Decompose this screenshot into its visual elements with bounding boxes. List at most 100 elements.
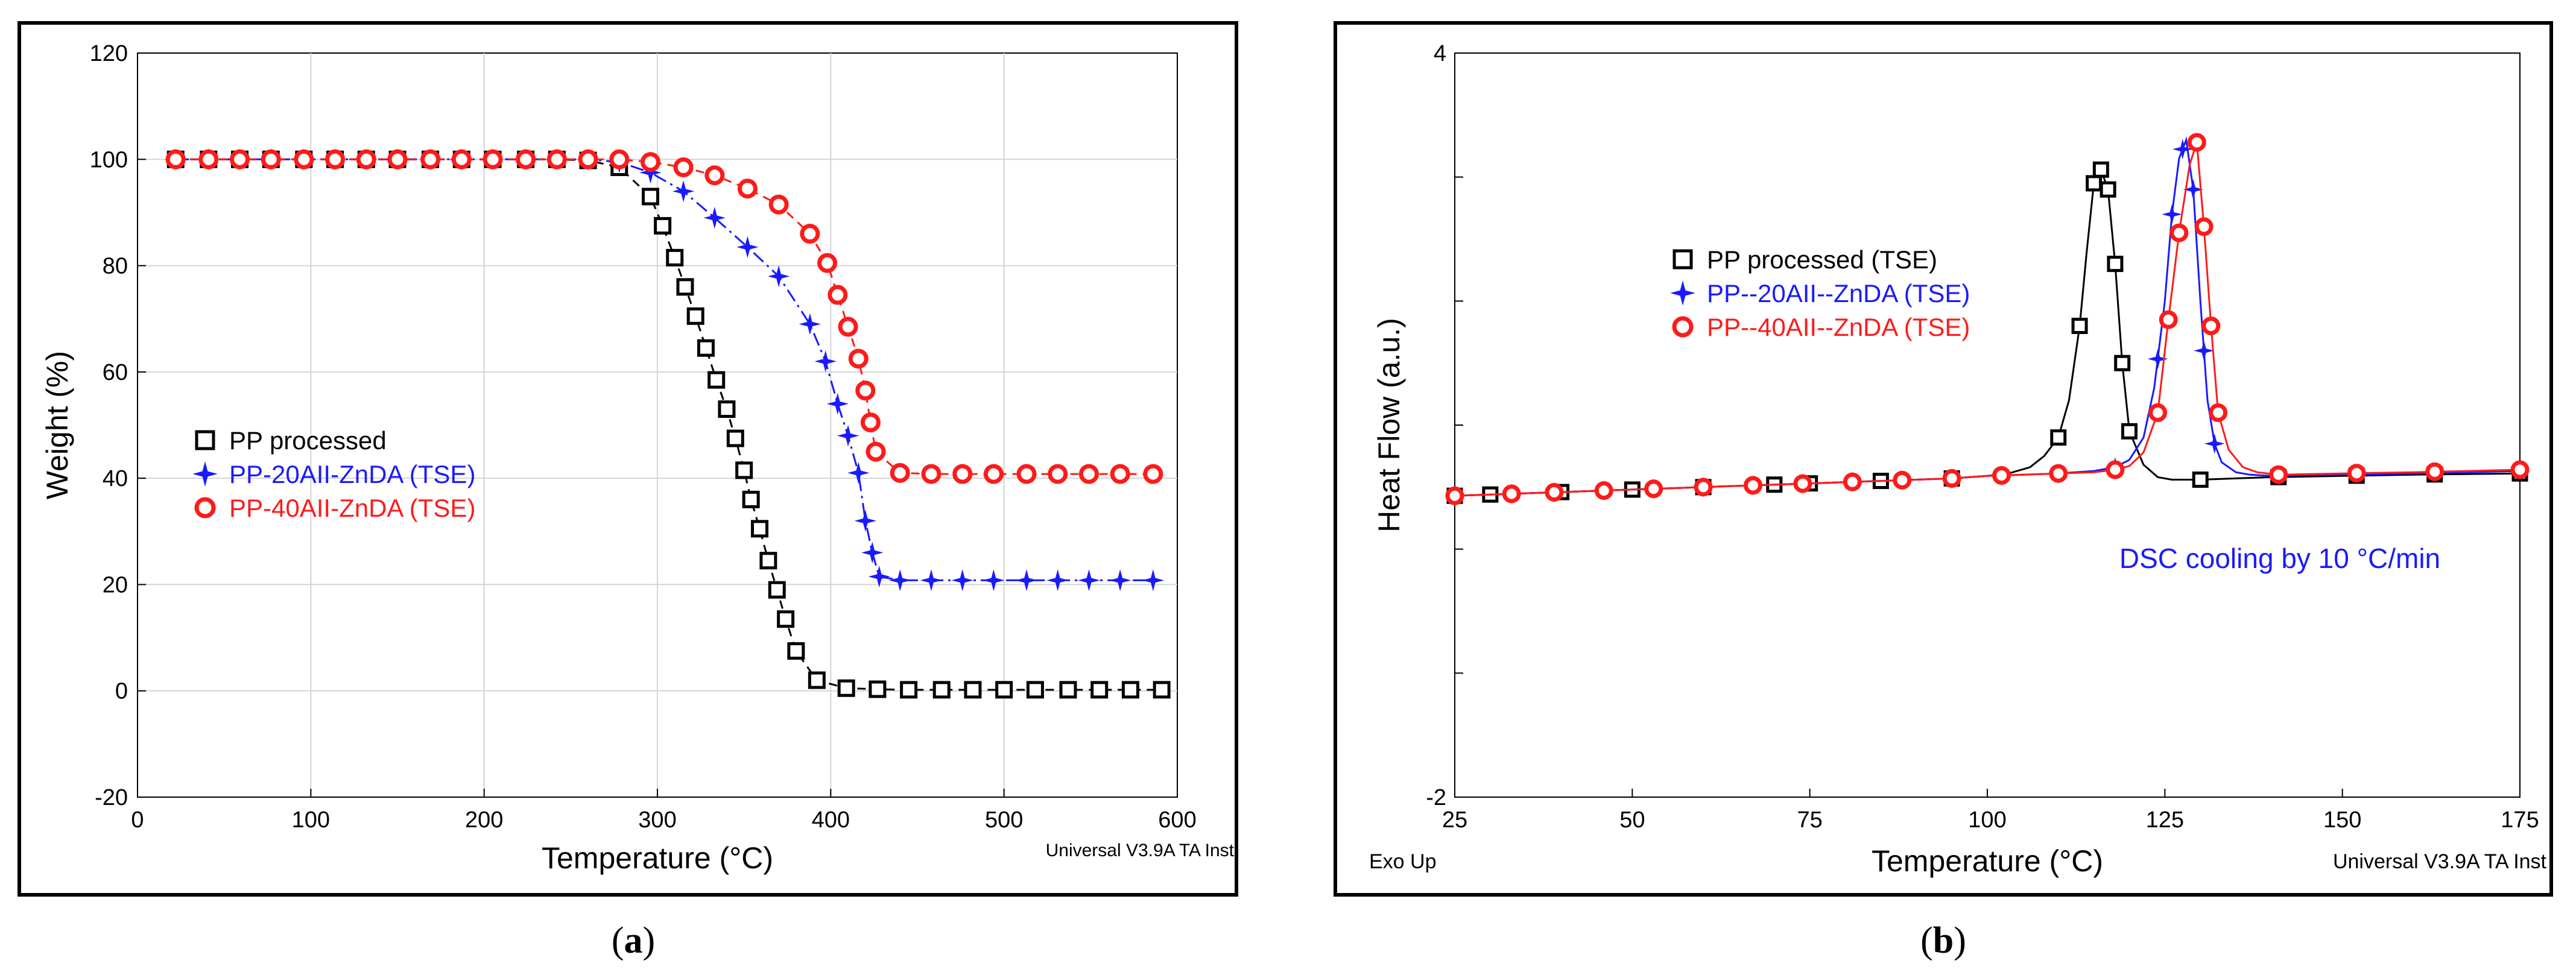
caption-a-close: ) xyxy=(643,920,656,961)
panel-a-point xyxy=(676,278,694,296)
panel-a-point xyxy=(951,569,973,592)
panel-a-point xyxy=(1078,464,1099,484)
panel-b-ticks: 25 50 75 100 125 150 175 -2 4 xyxy=(1426,41,2539,833)
panel-b-point xyxy=(2092,161,2109,178)
panel-b-xtick-label: 25 xyxy=(1442,807,1467,833)
panel-a-point xyxy=(995,681,1013,699)
panel-a-point xyxy=(654,216,672,235)
panel-b-xtick-label: 100 xyxy=(1968,807,2006,833)
panel-a-xtick-label: 300 xyxy=(638,807,676,833)
panel-a-point xyxy=(1046,569,1069,592)
panel-a-point xyxy=(838,317,858,337)
panel-b-xtick-label: 150 xyxy=(2323,807,2361,833)
panel-a-point xyxy=(1143,464,1163,484)
panel-b-point xyxy=(2204,434,2225,454)
panel-a-xtick-label: 200 xyxy=(465,807,503,833)
panel-a-point xyxy=(420,149,441,169)
panel-b-point xyxy=(1743,476,1762,495)
panel-a-point xyxy=(686,307,704,325)
caption-a: (a) xyxy=(612,920,655,961)
panel-b-series-line xyxy=(1454,142,2521,497)
panel-b-footer-right: Universal V3.9A TA Inst xyxy=(2333,850,2547,873)
panel-a-xtick-label: 500 xyxy=(985,807,1023,833)
panel-a-point xyxy=(768,581,786,599)
panel-a-point xyxy=(869,680,887,698)
panel-a-point xyxy=(707,371,726,389)
panel-a-point xyxy=(451,149,472,169)
panel-b-xlabel: Temperature (°C) xyxy=(1872,844,2103,878)
panel-b-xtick-label: 125 xyxy=(2146,807,2184,833)
panel-a-point xyxy=(718,400,736,418)
panel-b-point xyxy=(2106,460,2125,479)
panel-b-point xyxy=(2100,181,2116,198)
panel-b-point xyxy=(2071,317,2088,334)
panel-a-ytick-label: 20 xyxy=(103,572,128,598)
panel-a-ytick-label: 60 xyxy=(103,360,128,385)
panel-a-series xyxy=(165,148,1171,699)
panel-a-point xyxy=(983,464,1004,484)
panel-a-point xyxy=(356,149,376,169)
panel-a-series-2 xyxy=(165,149,1163,484)
panel-b-xtick-label: 175 xyxy=(2501,807,2539,833)
panel-b-ytick-label: -2 xyxy=(1426,785,1446,810)
panel-a-point xyxy=(704,165,725,186)
panel-a-legend-item-0-label: PP processed xyxy=(229,426,387,455)
panel-a-point xyxy=(868,566,890,588)
caption-b-open: ( xyxy=(1920,920,1933,961)
panel-a-point xyxy=(799,313,821,335)
panel-b-point xyxy=(2194,340,2214,361)
panel-a-legend-item-0-marker xyxy=(195,430,215,450)
panel-a-point xyxy=(261,149,281,169)
panel-a-point xyxy=(848,349,869,369)
panel-b-point xyxy=(2510,460,2530,479)
panel-a-point xyxy=(889,569,911,592)
panel-a-point xyxy=(737,178,758,199)
panel-a-point xyxy=(900,681,918,699)
panel-b-point xyxy=(2086,175,2103,192)
panel-b-point xyxy=(1644,479,1663,499)
panel-a-point xyxy=(767,265,790,288)
panel-b-ylabel: Heat Flow (a.u.) xyxy=(1372,318,1406,532)
panel-a-point xyxy=(983,569,1005,592)
panel-b-point xyxy=(2172,139,2193,160)
panel-b-point xyxy=(2148,403,2168,422)
panel-b-point xyxy=(2147,349,2168,370)
panel-a-point xyxy=(673,157,694,178)
panel-a-point xyxy=(230,149,250,169)
panel-a-legend-item-2-label: PP-40AII-ZnDA (TSE) xyxy=(229,494,475,522)
panel-a-point xyxy=(516,149,536,169)
panel-b-point xyxy=(2183,179,2204,200)
panel-b-legend-item-0-marker xyxy=(1673,249,1693,270)
caption-a-open: ( xyxy=(612,920,624,961)
panel-a-point xyxy=(546,149,567,169)
panel-b-legend-item-0-label: PP processed (TSE) xyxy=(1707,245,1937,274)
panel-a-grid xyxy=(138,53,1177,797)
caption-b-letter: b xyxy=(1933,920,1954,961)
panel-a-point xyxy=(847,462,870,484)
panel-a-point xyxy=(866,441,886,462)
panel-a-xtick-label: 600 xyxy=(1158,807,1196,833)
panel-a-point xyxy=(932,681,951,699)
panel-a-point xyxy=(672,180,695,203)
panel-b-ytick-label: 4 xyxy=(1434,41,1446,66)
panel-a-ytick-label: -20 xyxy=(95,785,128,810)
panel-a-point xyxy=(860,412,881,433)
panel-b-point xyxy=(1502,484,1521,503)
panel-a-point xyxy=(854,510,876,532)
panel-a-point xyxy=(920,569,943,592)
panel-a-ytick-label: 120 xyxy=(90,41,128,66)
panel-b-point xyxy=(2121,423,2138,440)
panel-b-point xyxy=(2159,310,2178,329)
panel-b-point xyxy=(2187,133,2206,152)
panel-a-ytick-label: 40 xyxy=(103,466,128,491)
panel-a-footer-right: Universal V3.9A TA Inst xyxy=(1046,841,1235,860)
panel-b-point xyxy=(2194,217,2214,236)
panel-a-point xyxy=(1015,569,1038,592)
panel-b-series xyxy=(1445,133,2530,506)
panel-a-legend-item-1-marker xyxy=(192,461,218,487)
panel-a-point xyxy=(387,149,408,169)
panel-b-point xyxy=(1694,478,1713,497)
panel-a-point xyxy=(641,152,661,172)
panel-a-point xyxy=(1026,681,1044,699)
